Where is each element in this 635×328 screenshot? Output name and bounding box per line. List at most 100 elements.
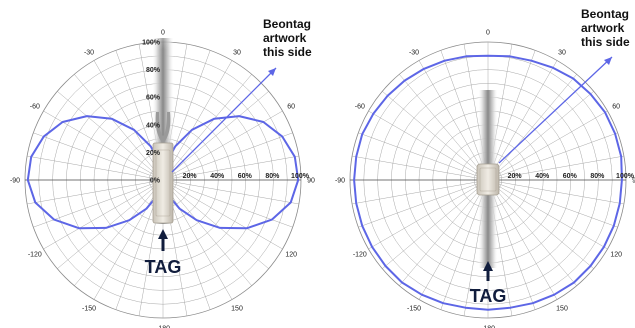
annotation-arrowhead-left xyxy=(268,68,276,76)
grid-spoke xyxy=(43,179,164,250)
angle-tick-label: 60 xyxy=(612,104,620,111)
angle-tick-label: -180 xyxy=(481,326,495,328)
angle-tick-label: -120 xyxy=(353,252,367,259)
radial-tick-label-horizontal: 80% xyxy=(590,173,605,180)
grid-spoke xyxy=(162,179,269,269)
angle-tick-label: -120 xyxy=(28,252,42,259)
grid-spoke xyxy=(399,74,489,181)
tag-arrow-left xyxy=(158,229,168,251)
grid-spoke xyxy=(487,179,594,269)
grid-spoke xyxy=(418,179,489,300)
angle-tick-label: 90 xyxy=(307,178,315,185)
angle-tick-label: -180 xyxy=(156,326,170,328)
grid-spoke xyxy=(487,132,618,181)
annotation-line-1-left: Beontag xyxy=(263,17,311,31)
polar-chart-left: 0 30 60 90 120 150 -180 -150 -120 -90 -60 -30 0% 20%… xyxy=(10,17,315,328)
svg-text:this side: this side xyxy=(263,45,312,59)
radial-tick-label-horizontal: 60% xyxy=(563,173,578,180)
tag-device-left xyxy=(152,38,174,224)
grid-spoke xyxy=(162,60,233,181)
grid-spoke xyxy=(162,179,299,205)
grid-spoke xyxy=(487,179,558,300)
radial-tick-label-horizontal: 60% xyxy=(238,173,253,180)
radial-tick-label-vertical: 100% xyxy=(142,40,161,47)
grid-spoke xyxy=(33,132,164,181)
polar-chart-right: 0 30 60 90 120 150 -180 -150 -120 -90 -60 -30 20% 40… xyxy=(335,7,635,328)
grid-spoke xyxy=(162,74,252,181)
angle-tick-label: 30 xyxy=(558,49,566,56)
grid-spoke xyxy=(27,155,164,181)
angle-tick-label: -150 xyxy=(82,306,96,313)
grid-spoke xyxy=(487,155,624,181)
angle-tick-label: -90 xyxy=(335,178,345,185)
radial-tick-labels-right: 20% 40% 60% 80% 100% xyxy=(508,173,635,180)
annotation-line-3-left: this side xyxy=(263,45,312,59)
angle-tick-label: -60 xyxy=(30,104,40,111)
grid-spoke xyxy=(487,110,608,181)
svg-text:TAG: TAG xyxy=(470,286,507,306)
svg-text:Beontag: Beontag xyxy=(263,17,311,31)
grid-spoke xyxy=(418,60,489,181)
annotation-line-2-left: artwork xyxy=(263,31,307,45)
angle-tick-label: 30 xyxy=(233,49,241,56)
grid-spoke xyxy=(399,179,489,286)
grid-spoke xyxy=(57,91,164,181)
radiation-pattern-right xyxy=(353,54,623,311)
angle-tick-label: -90 xyxy=(10,178,20,185)
angle-tick-label: 90 xyxy=(632,178,635,185)
radial-tick-label-horizontal: 20% xyxy=(183,173,198,180)
angle-tick-label: -150 xyxy=(407,306,421,313)
pattern-line xyxy=(353,54,623,311)
grid-spoke xyxy=(74,179,164,286)
annotation-line-1-right: Beontag xyxy=(581,7,629,21)
radial-tick-label-vertical: 0% xyxy=(150,178,161,185)
grid-spoke xyxy=(162,91,269,181)
annotation-arrow-left xyxy=(171,67,277,173)
grid-spoke xyxy=(382,179,489,269)
annotation-line-2-right: artwork xyxy=(581,21,625,35)
tag-label-right: TAG xyxy=(470,286,507,306)
annotation-arrow-right xyxy=(498,56,613,164)
angle-tick-label: -30 xyxy=(409,49,419,56)
grid-spoke xyxy=(487,91,594,181)
angle-tick-label: 0 xyxy=(161,30,165,37)
radial-tick-label-vertical: 60% xyxy=(146,95,161,102)
grid-spoke xyxy=(162,179,233,300)
angle-tick-label: 150 xyxy=(556,306,568,313)
angle-tick-label: 60 xyxy=(287,104,295,111)
grid-spoke xyxy=(27,179,164,205)
grid-spoke xyxy=(93,179,164,300)
grid-spoke xyxy=(368,110,489,181)
svg-text:this side: this side xyxy=(581,35,630,49)
radial-tick-label-horizontal: 100% xyxy=(616,173,635,180)
grid-spoke xyxy=(487,74,577,181)
grid-spoke xyxy=(74,74,164,181)
radial-tick-label-vertical: 20% xyxy=(146,150,161,157)
grid-spoke xyxy=(57,179,164,269)
tag-label-left: TAG xyxy=(145,257,182,277)
angle-tick-labels-right: 0 30 60 90 120 150 -180 -150 -120 -90 -60 -30 xyxy=(335,30,635,328)
grid-spoke xyxy=(93,60,164,181)
angle-tick-label: 120 xyxy=(610,252,622,259)
grid-spoke xyxy=(162,179,252,286)
angle-tick-label: 120 xyxy=(285,252,297,259)
svg-text:TAG: TAG xyxy=(145,257,182,277)
grid-spoke xyxy=(487,179,624,205)
radial-tick-label-horizontal: 100% xyxy=(291,173,310,180)
radial-tick-labels-left: 0% 20% 40% 60% 80% 100% 20% 40% 60% 80% 100% xyxy=(142,40,310,185)
radial-tick-label-horizontal: 80% xyxy=(265,173,280,180)
angle-tick-labels-left: 0 30 60 90 120 150 -180 -150 -120 -90 -60 -30 xyxy=(10,30,315,328)
grid-spoke xyxy=(162,132,293,181)
grid-spoke xyxy=(162,179,283,250)
grid-spoke xyxy=(162,155,299,181)
radial-tick-label-vertical: 40% xyxy=(146,122,161,129)
polar-grid-right xyxy=(349,41,627,319)
tag-arrow-right xyxy=(483,261,493,281)
svg-text:artwork: artwork xyxy=(263,31,307,45)
grid-spoke xyxy=(487,179,608,250)
grid-spoke xyxy=(487,179,577,286)
grid-spoke xyxy=(368,179,489,250)
radial-tick-label-horizontal: 20% xyxy=(508,173,523,180)
grid-spoke xyxy=(382,91,489,181)
